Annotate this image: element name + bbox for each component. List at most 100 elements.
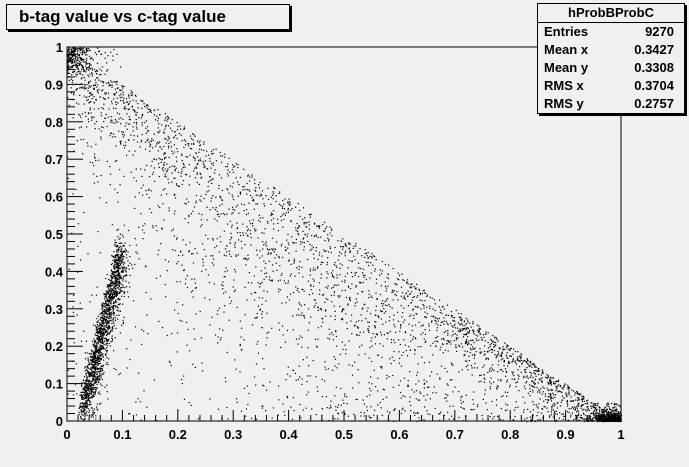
data-point	[466, 360, 468, 362]
data-point	[150, 111, 152, 113]
data-point	[497, 351, 499, 353]
data-point	[127, 260, 129, 262]
data-point	[269, 248, 271, 251]
data-point	[302, 207, 305, 209]
data-point	[273, 217, 275, 220]
data-point	[183, 146, 185, 148]
data-point	[577, 414, 579, 417]
data-point	[148, 189, 150, 191]
data-point	[101, 337, 103, 339]
data-point	[381, 270, 383, 272]
data-point	[112, 305, 114, 307]
data-point	[508, 362, 510, 364]
data-point	[234, 242, 236, 244]
data-point	[198, 183, 200, 185]
data-point	[525, 376, 527, 378]
data-point	[359, 346, 361, 348]
data-point	[344, 393, 346, 395]
data-point	[540, 381, 543, 383]
data-point	[87, 397, 89, 399]
data-point	[99, 335, 101, 338]
data-point	[261, 407, 263, 409]
data-point	[162, 164, 165, 166]
data-point	[236, 232, 239, 234]
data-point	[336, 274, 338, 276]
data-point	[257, 340, 259, 343]
data-point	[538, 370, 540, 372]
data-point	[123, 266, 125, 268]
data-point	[357, 250, 359, 252]
data-point	[242, 232, 244, 234]
data-point	[571, 412, 574, 414]
data-point	[473, 330, 475, 332]
data-point	[86, 399, 89, 401]
data-point	[309, 270, 311, 272]
data-point	[324, 361, 326, 363]
data-point	[320, 307, 322, 310]
data-point	[198, 159, 200, 161]
data-point	[562, 388, 564, 390]
data-point	[113, 98, 115, 100]
data-point	[601, 410, 603, 412]
data-point	[184, 283, 186, 285]
data-point	[134, 196, 136, 198]
data-point	[107, 329, 109, 331]
data-point	[112, 290, 115, 292]
data-point	[89, 301, 91, 303]
data-point	[289, 375, 291, 377]
data-point	[518, 390, 520, 392]
data-point	[99, 330, 101, 332]
data-point	[288, 252, 290, 254]
data-point	[330, 315, 332, 317]
data-point	[526, 358, 528, 360]
data-point	[212, 258, 215, 260]
data-point	[92, 361, 94, 363]
data-point	[96, 342, 98, 345]
data-point	[157, 120, 159, 122]
data-point	[337, 413, 340, 415]
data-point	[98, 350, 100, 352]
data-point	[356, 399, 358, 401]
data-point	[321, 396, 324, 398]
data-point	[199, 144, 202, 146]
data-point	[515, 382, 517, 384]
data-point	[101, 348, 103, 350]
data-point	[500, 359, 502, 361]
data-point	[108, 305, 110, 307]
data-point	[349, 288, 352, 290]
data-point	[472, 322, 474, 325]
data-point	[216, 313, 218, 315]
data-point	[357, 275, 360, 278]
data-point	[103, 293, 105, 295]
data-point	[120, 275, 122, 277]
data-point	[375, 278, 378, 280]
data-point	[298, 314, 300, 316]
data-point	[97, 363, 99, 365]
data-point	[119, 246, 121, 248]
data-point	[418, 417, 420, 419]
data-point	[550, 398, 552, 400]
data-point	[124, 125, 126, 127]
data-point	[387, 264, 390, 266]
data-point	[134, 94, 136, 96]
data-point	[231, 169, 233, 171]
data-point	[105, 350, 107, 352]
data-point	[81, 77, 83, 79]
data-point	[349, 300, 352, 302]
data-point	[592, 418, 594, 420]
data-point	[108, 342, 110, 345]
data-point	[168, 261, 170, 263]
data-point	[508, 362, 510, 364]
data-point	[167, 116, 169, 118]
data-point	[84, 352, 86, 354]
data-point	[96, 175, 98, 177]
data-point	[97, 371, 99, 373]
data-point	[170, 146, 172, 148]
data-point	[249, 229, 251, 231]
data-point	[112, 306, 114, 308]
data-point	[221, 203, 223, 205]
data-point	[118, 113, 121, 115]
data-point	[315, 234, 317, 236]
data-point	[99, 351, 101, 353]
data-point	[110, 282, 112, 284]
